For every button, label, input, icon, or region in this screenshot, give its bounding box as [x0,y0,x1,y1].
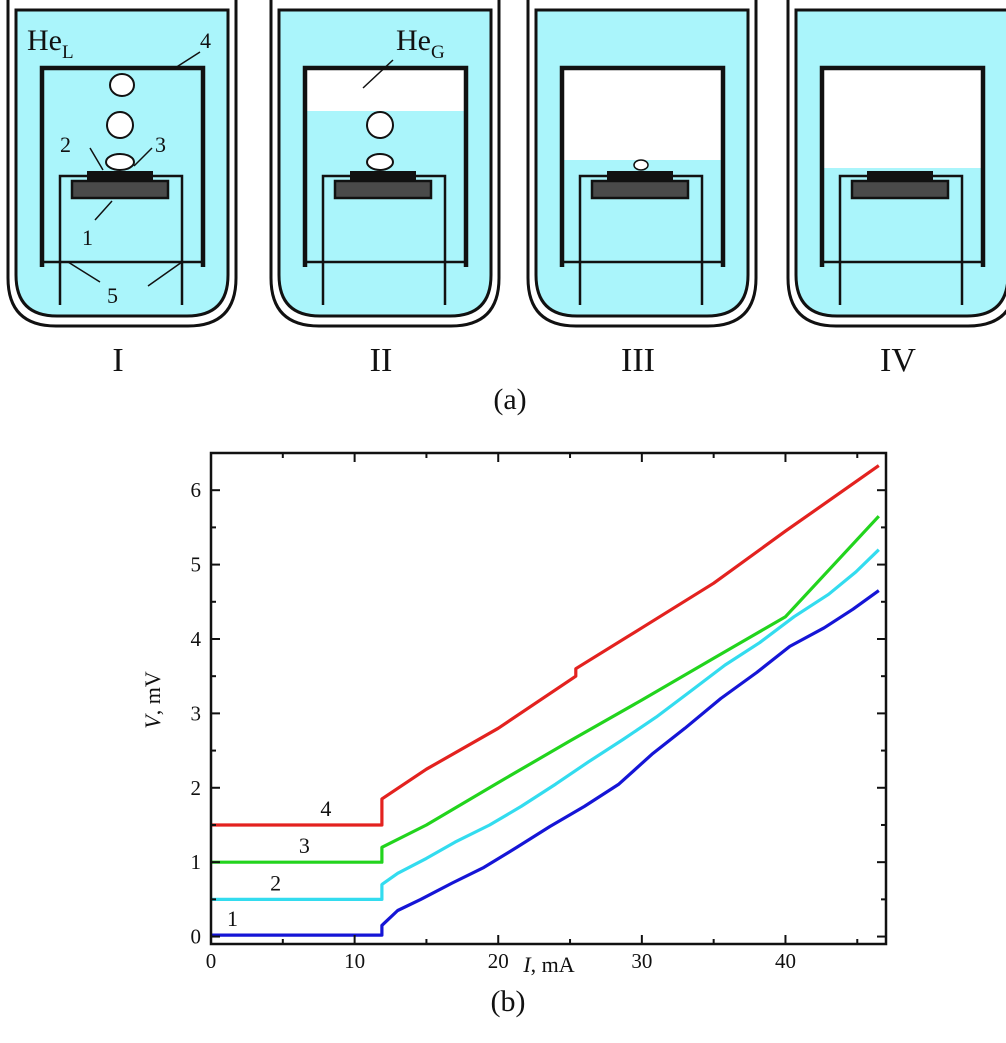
x-axis-label: I, mA [522,952,574,977]
stage-label-1: I [112,342,123,379]
y-tick-label: 4 [191,627,202,651]
x-tick-label: 10 [344,949,365,973]
panel-a: HeL 2 3 1 4 5 I HeG II [6,0,1006,416]
sample-film [607,171,673,181]
callout-3: 3 [155,132,166,157]
bubble [106,111,134,139]
heater-element [850,179,950,200]
x-tick-label: 20 [488,949,509,973]
stage-label-2: II [370,342,393,379]
stage-label-4: IV [880,342,916,379]
dewar-outer-wall [6,0,238,328]
bubble [633,159,649,171]
y-axis-label: V, mV [140,671,165,729]
y-tick-label: 6 [191,478,202,502]
plot-area: 1 234 [211,464,880,937]
plot-frame [209,451,888,946]
heater-element [70,179,170,200]
series-label-4: 4 [320,796,331,821]
y-tick-label: 5 [191,553,202,577]
dewar-stage-3: III [526,0,758,379]
inner-cup [559,65,726,267]
stage-label-3: III [621,342,655,379]
bubble [366,111,394,139]
dewar-stage-2: HeG II [269,0,501,379]
panel-a-label: (a) [493,383,526,416]
series-line-4 [211,464,880,827]
bubble [105,153,135,171]
dewar-outer-wall [269,0,501,328]
bubble [366,153,394,171]
sample-film [350,171,416,181]
y-tick-label: 1 [191,850,202,874]
series-line-3 [211,515,880,864]
heater-element [333,179,433,200]
dewar-outer-wall [526,0,758,328]
callout-1: 1 [82,225,93,250]
x-tick-label: 40 [775,949,796,973]
he-liquid-label: HeL [27,24,74,63]
series-label-3: 3 [299,833,310,858]
dewar-stage-1: HeL 2 3 1 4 5 I [6,0,238,379]
dewar-outer-wall [786,0,1006,328]
callout-line [362,59,394,89]
helium-gas-pocket [564,70,721,160]
series-line-1 [211,589,880,937]
bubble [109,73,135,97]
he-gas-label: HeG [396,24,445,63]
sample-film [867,171,933,181]
sample-film [87,171,153,181]
x-tick-label: 30 [631,949,652,973]
y-tick-label: 3 [191,701,202,725]
y-tick-label: 2 [191,776,202,800]
series-label-2: 2 [270,870,281,895]
callout-2: 2 [60,132,71,157]
callout-4: 4 [200,28,211,53]
x-tick-label: 0 [206,949,217,973]
callout-5: 5 [107,283,118,308]
inner-cup [819,65,986,267]
y-tick-label: 0 [191,925,202,949]
panel-b-label: (b) [491,985,526,1018]
callout-lines [67,51,201,287]
inner-cup [39,65,206,267]
dewar-stage-4: IV [786,0,1006,379]
helium-gas-pocket [824,70,981,168]
heater-element [590,179,690,200]
series-line-2 [211,548,880,901]
helium-gas-pocket [307,70,464,111]
series-label-1: 1 [227,906,238,931]
